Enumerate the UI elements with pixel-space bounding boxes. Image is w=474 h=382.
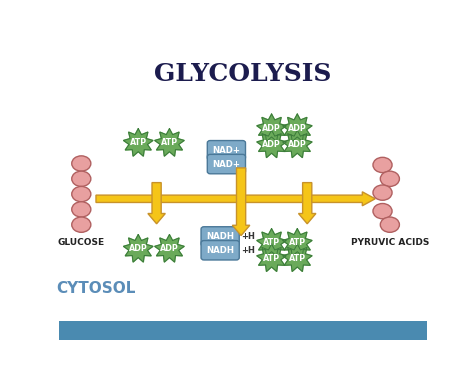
Text: ADP: ADP xyxy=(288,140,307,149)
FancyBboxPatch shape xyxy=(207,141,246,160)
Text: PYRUVIC ACIDS: PYRUVIC ACIDS xyxy=(351,238,429,247)
Ellipse shape xyxy=(72,217,91,232)
Polygon shape xyxy=(257,244,286,272)
Text: ATP: ATP xyxy=(161,138,178,147)
FancyArrow shape xyxy=(232,168,250,236)
Text: ADP: ADP xyxy=(288,124,307,133)
Text: ATP: ATP xyxy=(263,254,280,263)
FancyBboxPatch shape xyxy=(207,154,246,174)
Polygon shape xyxy=(155,129,184,156)
Text: +H: +H xyxy=(241,232,255,241)
Ellipse shape xyxy=(373,185,392,200)
Text: ATP: ATP xyxy=(289,238,306,248)
Text: GLYCOLYSIS: GLYCOLYSIS xyxy=(154,62,332,86)
Ellipse shape xyxy=(380,171,400,186)
Ellipse shape xyxy=(72,186,91,202)
Ellipse shape xyxy=(72,156,91,171)
Text: ADP: ADP xyxy=(262,124,281,133)
Text: ATP: ATP xyxy=(263,238,280,248)
Text: GLUCOSE: GLUCOSE xyxy=(58,238,105,247)
Polygon shape xyxy=(283,229,312,256)
Text: ADP: ADP xyxy=(160,244,179,253)
Text: ATP: ATP xyxy=(289,254,306,263)
Text: NAD+: NAD+ xyxy=(212,160,240,168)
Text: +H: +H xyxy=(241,246,255,255)
Ellipse shape xyxy=(72,171,91,186)
Ellipse shape xyxy=(72,202,91,217)
Ellipse shape xyxy=(373,157,392,173)
Text: NADH: NADH xyxy=(206,232,234,241)
Polygon shape xyxy=(283,114,312,141)
Text: NAD+: NAD+ xyxy=(212,146,240,155)
Polygon shape xyxy=(123,235,153,262)
Polygon shape xyxy=(123,129,153,156)
FancyArrow shape xyxy=(299,183,316,224)
Polygon shape xyxy=(283,244,312,272)
Polygon shape xyxy=(155,235,184,262)
Polygon shape xyxy=(257,114,286,141)
Polygon shape xyxy=(257,130,286,158)
Text: ADP: ADP xyxy=(129,244,147,253)
Polygon shape xyxy=(283,130,312,158)
FancyBboxPatch shape xyxy=(201,227,239,246)
FancyArrow shape xyxy=(148,183,165,224)
Text: CYTOSOL: CYTOSOL xyxy=(56,281,136,296)
Bar xyxy=(59,321,427,340)
FancyBboxPatch shape xyxy=(201,241,239,260)
Text: NADH: NADH xyxy=(206,246,234,255)
Text: ADP: ADP xyxy=(262,140,281,149)
Ellipse shape xyxy=(380,217,400,232)
FancyArrow shape xyxy=(96,192,375,206)
Ellipse shape xyxy=(373,204,392,219)
Polygon shape xyxy=(257,229,286,256)
Text: ATP: ATP xyxy=(130,138,147,147)
